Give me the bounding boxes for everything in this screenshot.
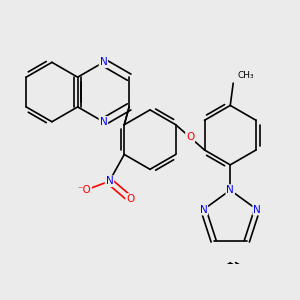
Text: CH₃: CH₃: [238, 71, 254, 80]
Text: ⁻O: ⁻O: [77, 185, 91, 195]
Text: N: N: [106, 176, 113, 186]
Text: O: O: [126, 194, 134, 204]
Text: O: O: [186, 132, 194, 142]
Text: N: N: [226, 185, 234, 195]
Text: N: N: [100, 57, 107, 67]
Text: N: N: [100, 117, 107, 127]
Text: N: N: [253, 205, 261, 214]
Text: N: N: [200, 205, 207, 214]
